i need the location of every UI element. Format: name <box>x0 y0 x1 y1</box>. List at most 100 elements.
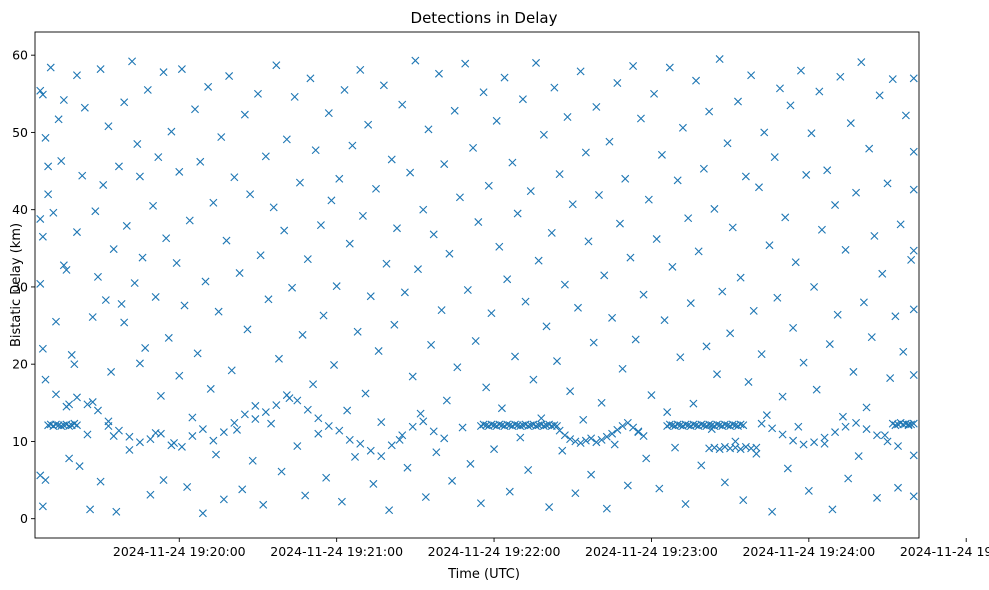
data-point <box>185 216 194 225</box>
data-point <box>366 292 375 301</box>
data-point <box>574 303 582 312</box>
data-point <box>875 91 884 100</box>
data-point <box>608 429 617 438</box>
data-point <box>327 196 336 205</box>
x-tick-label: 2024-11-24 19:22:00 <box>428 544 561 559</box>
data-point <box>41 375 50 384</box>
data-point <box>626 253 635 262</box>
data-point <box>261 408 270 417</box>
data-point <box>232 425 241 434</box>
data-point <box>427 340 436 349</box>
data-point <box>387 441 396 450</box>
data-point <box>364 120 373 129</box>
data-point <box>393 224 401 233</box>
data-point <box>348 141 357 150</box>
data-point <box>256 251 265 260</box>
data-point <box>101 296 110 305</box>
data-point <box>156 391 165 400</box>
x-tick-label: 2024-11-24 19:20:00 <box>113 544 246 559</box>
data-point <box>702 342 711 351</box>
data-point <box>86 505 95 514</box>
data-point <box>859 298 868 307</box>
data-point <box>815 87 824 96</box>
data-point <box>584 237 593 246</box>
data-point <box>93 406 102 415</box>
data-point <box>175 371 184 380</box>
data-point <box>146 490 155 499</box>
data-point <box>602 504 611 513</box>
data-point <box>183 483 192 492</box>
data-point <box>841 245 850 254</box>
data-point <box>91 207 100 216</box>
data-point <box>335 426 344 435</box>
data-point <box>112 507 121 516</box>
data-point <box>340 85 349 94</box>
data-point <box>817 225 826 234</box>
data-point <box>332 282 341 291</box>
data-point <box>440 160 449 169</box>
data-point <box>539 421 548 430</box>
data-point <box>560 280 569 289</box>
data-point <box>253 89 262 98</box>
data-point <box>862 425 871 434</box>
data-point <box>377 452 386 461</box>
data-point <box>503 420 512 429</box>
y-tick-label: 10 <box>12 434 28 449</box>
data-point <box>78 171 87 180</box>
data-point <box>592 438 601 447</box>
x-tick-label: 2024-11-24 19:23:00 <box>585 544 718 559</box>
data-point <box>854 452 863 461</box>
data-point <box>907 255 916 264</box>
data-point <box>613 425 622 434</box>
data-point <box>469 143 478 152</box>
data-point <box>762 411 771 420</box>
data-point <box>532 58 541 67</box>
data-point <box>167 127 176 136</box>
data-point <box>188 432 197 441</box>
data-point <box>909 147 918 156</box>
data-point <box>361 389 370 398</box>
data-point <box>51 317 60 326</box>
data-point <box>133 140 142 149</box>
data-point <box>710 204 719 213</box>
data-point <box>846 119 855 128</box>
data-point <box>692 76 701 85</box>
data-point <box>791 258 800 267</box>
data-point <box>72 228 81 237</box>
data-point <box>865 144 874 153</box>
data-point <box>227 366 236 375</box>
data-point <box>476 499 485 508</box>
data-point <box>214 307 223 316</box>
data-point <box>463 286 472 295</box>
data-point <box>479 420 488 429</box>
x-axis: 2024-11-24 19:20:00 2024-11-24 19:21:00 20… <box>113 538 989 559</box>
data-point <box>104 122 113 131</box>
data-point <box>613 78 622 87</box>
data-point <box>571 489 580 498</box>
data-point <box>778 392 787 401</box>
data-point <box>36 279 45 288</box>
data-point <box>647 391 656 400</box>
data-point <box>615 219 624 228</box>
data-point <box>849 367 858 376</box>
data-point <box>135 172 144 181</box>
data-point <box>836 72 845 81</box>
data-point <box>739 496 748 505</box>
data-points <box>36 55 918 518</box>
data-point <box>88 313 97 322</box>
x-tick-label: 2024-11-24 19:24:00 <box>742 544 875 559</box>
data-point <box>403 463 412 472</box>
data-point <box>505 487 514 496</box>
data-point <box>408 372 417 381</box>
data-point <box>796 66 805 75</box>
y-tick-label: 60 <box>12 48 28 63</box>
data-point <box>605 137 614 146</box>
data-point <box>125 432 134 441</box>
data-point <box>634 428 643 437</box>
data-point <box>587 434 596 443</box>
data-point <box>894 483 903 492</box>
data-point <box>324 109 333 118</box>
data-point <box>909 305 918 314</box>
data-point <box>686 299 695 308</box>
data-point <box>752 443 761 452</box>
